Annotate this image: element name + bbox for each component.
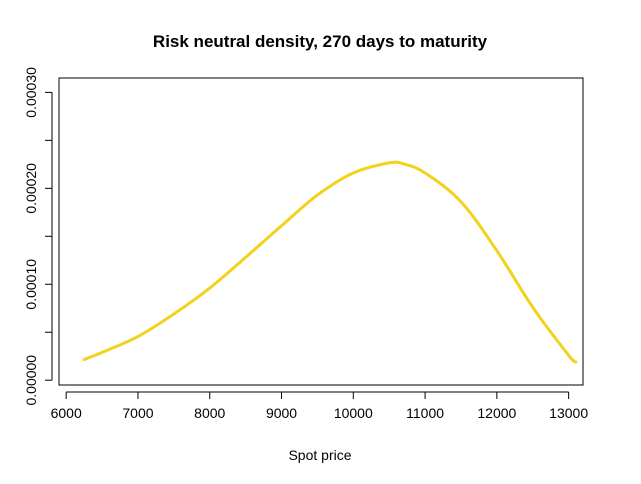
x-tick-label: 13000: [549, 405, 588, 421]
x-tick-label: 12000: [477, 405, 516, 421]
y-tick-label: 0.00010: [23, 259, 39, 310]
x-tick-label: 8000: [194, 405, 225, 421]
series-layer: [82, 160, 578, 364]
y-tick-label: 0.00000: [23, 355, 39, 406]
x-tick-label: 6000: [51, 405, 82, 421]
x-tick-label: 9000: [266, 405, 297, 421]
y-axis: 0.00000 0.00010 0.00020 0.00030: [23, 67, 53, 406]
x-axis-label: Spot price: [288, 447, 351, 463]
x-tick-label: 10000: [334, 405, 373, 421]
plot-frame: [58, 77, 584, 386]
density-curve: [82, 160, 578, 364]
y-tick-label: 0.00020: [23, 163, 39, 214]
x-tick-label: 7000: [122, 405, 153, 421]
x-tick-label: 11000: [406, 405, 444, 421]
y-tick-label: 0.00030: [23, 67, 39, 118]
chart-title: Risk neutral density, 270 days to maturi…: [153, 32, 488, 51]
x-axis: 6000 7000 8000 9000 10000 11000 12000 13000: [51, 391, 588, 421]
